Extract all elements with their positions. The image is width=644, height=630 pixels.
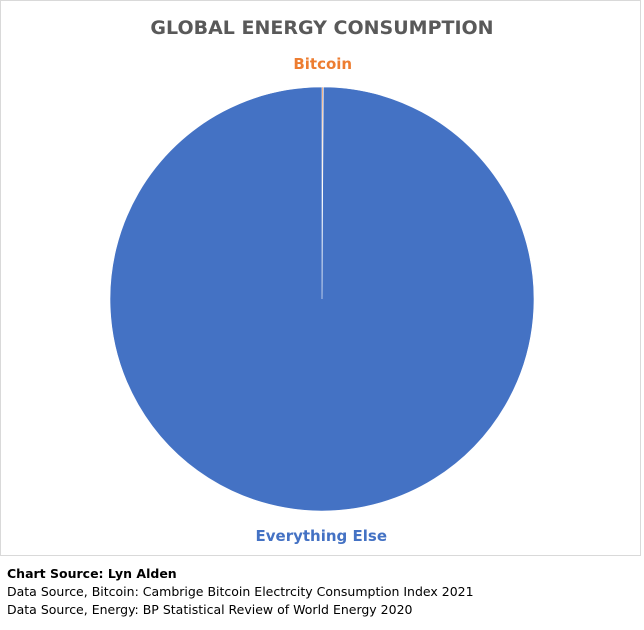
pie-slice-everything-else bbox=[109, 86, 535, 512]
pie-label-everything-else: Everything Else bbox=[256, 527, 388, 545]
chart-title: GLOBAL ENERGY CONSUMPTION bbox=[150, 17, 493, 39]
chart-source-note: Chart Source: Lyn Alden bbox=[7, 566, 177, 581]
pie-slice-labels: Bitcoin Everything Else bbox=[256, 55, 388, 545]
data-source-energy-note: Data Source, Energy: BP Statistical Revi… bbox=[7, 602, 413, 617]
source-notes: Chart Source: Lyn Alden Data Source, Bit… bbox=[7, 565, 637, 619]
chart-frame: GLOBAL ENERGY CONSUMPTION Bitcoin Everyth… bbox=[0, 0, 641, 556]
data-source-bitcoin-note: Data Source, Bitcoin: Cambrige Bitcoin E… bbox=[7, 584, 474, 599]
pie-label-bitcoin: Bitcoin bbox=[293, 55, 352, 73]
pie-slices bbox=[109, 86, 535, 512]
pie-chart: GLOBAL ENERGY CONSUMPTION Bitcoin Everyth… bbox=[109, 17, 535, 545]
